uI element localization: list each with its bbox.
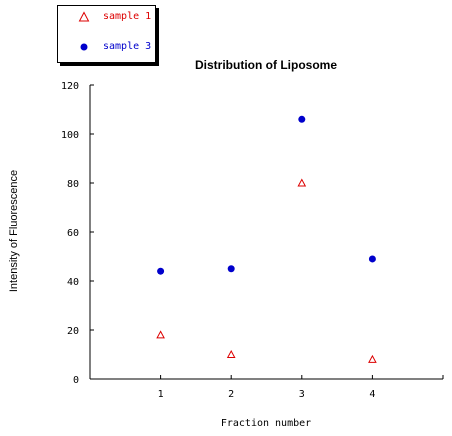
y-tick-label: 100 bbox=[61, 130, 79, 141]
legend-label: sample 3 bbox=[103, 41, 152, 52]
data-points bbox=[156, 115, 377, 363]
legend: sample 1 sample 3 bbox=[57, 5, 156, 63]
point-series-1 bbox=[226, 349, 236, 358]
y-axis-label: Intensity of Fluorescence bbox=[8, 170, 20, 292]
legend-item-sample-1: sample 1 bbox=[58, 9, 155, 29]
legend-item-sample-3: sample 3 bbox=[58, 39, 155, 59]
point-series-1 bbox=[297, 178, 307, 187]
legend-label: sample 1 bbox=[103, 11, 152, 22]
open-triangle-icon bbox=[78, 11, 90, 22]
point-series-2 bbox=[227, 265, 235, 273]
y-tick-label: 120 bbox=[61, 81, 79, 92]
point-series-2 bbox=[368, 255, 376, 263]
x-tick-label: 4 bbox=[369, 389, 375, 400]
point-series-2 bbox=[298, 115, 306, 123]
x-axis-label: Fraction number bbox=[221, 418, 311, 429]
y-tick-label: 0 bbox=[73, 375, 79, 386]
x-tick-label: 3 bbox=[299, 389, 305, 400]
point-series-1 bbox=[156, 330, 165, 339]
point-series-2 bbox=[157, 267, 165, 275]
y-tick-label: 80 bbox=[67, 179, 79, 190]
ticks: 0 20 40 60 80 100 120 1 2 3 4 bbox=[61, 81, 375, 400]
x-tick-label: 2 bbox=[228, 389, 234, 400]
axes bbox=[89, 85, 444, 380]
chart-title: Distribution of Liposome bbox=[195, 58, 337, 72]
y-tick-label: 20 bbox=[67, 326, 79, 337]
x-tick-label: 1 bbox=[158, 389, 164, 400]
y-tick-label: 60 bbox=[67, 228, 79, 239]
y-tick-label: 40 bbox=[67, 277, 79, 288]
filled-circle-icon bbox=[80, 43, 88, 51]
point-series-1 bbox=[368, 354, 377, 363]
